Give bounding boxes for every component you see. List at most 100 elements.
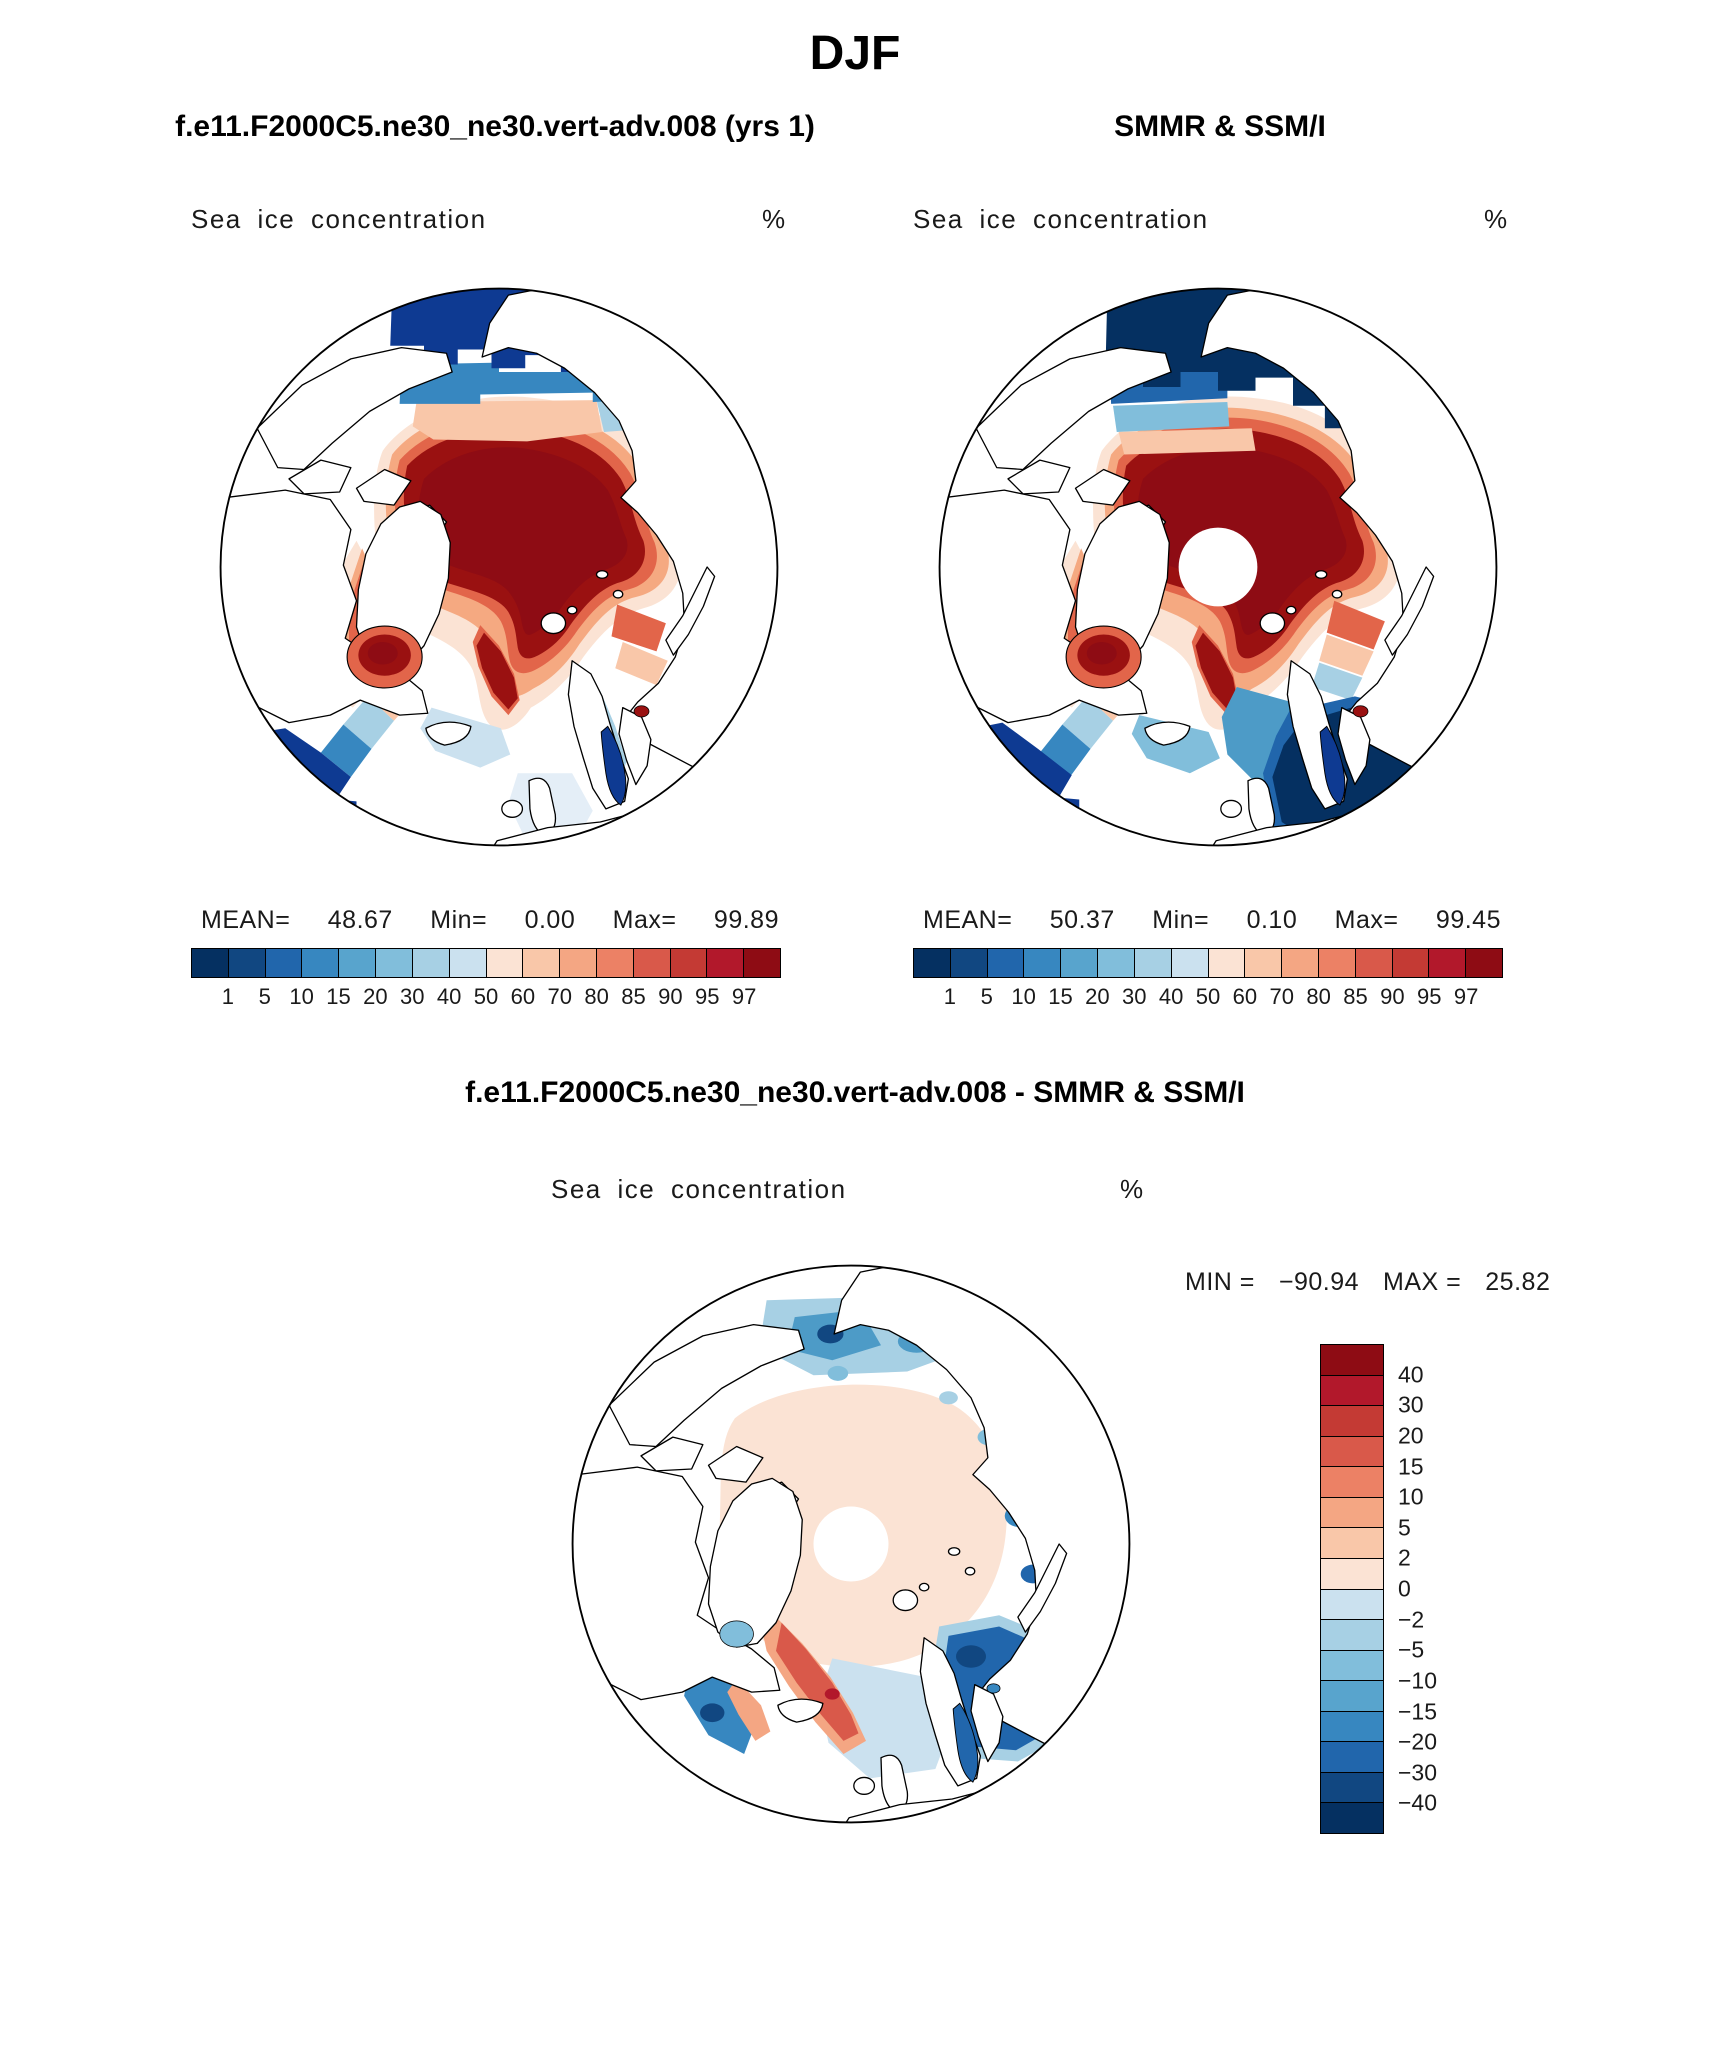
colorbar-tick-label: 10	[1011, 984, 1036, 1009]
model-title: f.e11.F2000C5.ne30_ne30.vert-adv.008 (yr…	[175, 110, 815, 143]
obs-max-value: 99.45	[1435, 906, 1501, 934]
colorbar-cell	[485, 949, 523, 977]
colorbar-tick-label: −20	[1398, 1728, 1438, 1755]
colorbar-tick-label: −40	[1398, 1789, 1438, 1816]
colorbar-tick-label: 15	[1398, 1453, 1424, 1479]
diff-colorbar-cells	[1320, 1344, 1384, 1834]
colorbar-cell	[1281, 949, 1318, 977]
colorbar-cell	[1321, 1649, 1383, 1681]
colorbar-tick-label: 90	[658, 984, 683, 1009]
diff-colorbar: 40 30 20 15 10 5 2 0 −2 −5 −10 −15 −20 −30 −40	[1320, 1344, 1437, 1834]
colorbar-cell	[1354, 949, 1392, 977]
diff-colorbar-ticks: 40 30 20 15 10 5 2 0 −2 −5 −10 −15 −20 −30 −40	[1398, 1344, 1478, 1834]
colorbar-cell	[595, 949, 633, 977]
diff-stats: MIN = −90.94 MAX = 25.82	[1185, 1268, 1550, 1297]
colorbar-tick-label: 10	[289, 984, 314, 1009]
colorbar-cell	[559, 949, 596, 977]
colorbar-cell	[1391, 949, 1429, 977]
colorbar-tick-label: 95	[1417, 984, 1442, 1009]
colorbar-cell	[1321, 1345, 1383, 1375]
colorbar-tick-label: 1	[221, 984, 234, 1009]
model-units-label: %	[762, 204, 786, 234]
obs-min-label: Min=	[1152, 906, 1210, 934]
colorbar-tick-label: 97	[731, 984, 757, 1009]
colorbar-cell	[264, 949, 302, 977]
model-field-label: Sea ice concentration	[191, 204, 487, 234]
colorbar-cell	[1321, 1557, 1383, 1589]
colorbar-cell	[706, 949, 744, 977]
colorbar-cell	[301, 949, 339, 977]
colorbar-cell	[1023, 949, 1061, 977]
colorbar-cell	[949, 949, 987, 977]
colorbar-tick-label: 70	[1269, 984, 1294, 1009]
colorbar-cell	[1321, 1802, 1383, 1833]
colorbar-tick-label: 60	[1232, 984, 1258, 1009]
colorbar-tick-label: 90	[1380, 984, 1405, 1009]
colorbar-tick-label: 85	[621, 984, 646, 1009]
colorbar-tick-label: 15	[1048, 984, 1073, 1009]
colorbar-tick-label: 40	[1158, 984, 1184, 1009]
colorbar-tick-label: 95	[695, 984, 720, 1009]
colorbar-cell	[411, 949, 449, 977]
colorbar-tick-label: 5	[1398, 1514, 1411, 1541]
colorbar-tick-label: −30	[1398, 1759, 1438, 1786]
colorbar-cell	[632, 949, 670, 977]
colorbar-cell	[1428, 949, 1466, 977]
diff-title: f.e11.F2000C5.ne30_ne30.vert-adv.008 - S…	[465, 1076, 1245, 1109]
colorbar-cell	[1321, 1741, 1383, 1772]
diff-max-value: 25.82	[1485, 1268, 1551, 1296]
colorbar-cell	[1170, 949, 1208, 977]
colorbar-cell	[1097, 949, 1134, 977]
season-title: DJF	[809, 27, 901, 80]
model-min-value: 0.00	[524, 906, 576, 934]
colorbar-tick-label: 60	[510, 984, 536, 1009]
model-colorbar: 1 5 10 15 20 30 40 50 60 70 80 85 90 95 97	[191, 948, 781, 1009]
obs-mean-value: 50.37	[1049, 906, 1115, 934]
colorbar-tick-label: 50	[473, 984, 499, 1009]
colorbar-cell	[669, 949, 707, 977]
colorbar-tick-label: 30	[400, 984, 425, 1009]
obs-units-label: %	[1484, 204, 1508, 234]
colorbar-cell	[1133, 949, 1171, 977]
colorbar-cell	[1321, 1710, 1383, 1742]
colorbar-tick-label: 80	[584, 984, 609, 1009]
colorbar-tick-label: 20	[1085, 984, 1110, 1009]
colorbar-cell	[227, 949, 265, 977]
model-max-value: 99.89	[713, 906, 779, 934]
colorbar-cell	[1317, 949, 1355, 977]
colorbar-tick-label: 10	[1398, 1483, 1424, 1510]
colorbar-cell	[1321, 1374, 1383, 1406]
colorbar-cell	[743, 949, 780, 977]
colorbar-cell	[338, 949, 376, 977]
model-stats: MEAN= 48.67 Min= 0.00 Max= 99.89	[201, 906, 779, 935]
colorbar-cell	[1321, 1771, 1383, 1803]
pole-hole	[1178, 527, 1258, 607]
obs-field-label: Sea ice concentration	[913, 204, 1209, 234]
colorbar-cell	[914, 949, 950, 977]
colorbar-cell	[986, 949, 1024, 977]
colorbar-tick-label: 30	[1398, 1391, 1424, 1418]
colorbar-tick-label: 40	[436, 984, 462, 1009]
colorbar-cell	[1321, 1435, 1383, 1467]
colorbar-cell	[1060, 949, 1098, 977]
colorbar-cell	[1321, 1680, 1383, 1711]
colorbar-cell	[1207, 949, 1245, 977]
obs-max-label: Max=	[1334, 906, 1399, 934]
obs-min-value: 0.10	[1246, 906, 1298, 934]
colorbar-tick-label: −2	[1398, 1606, 1425, 1633]
obs-map	[938, 287, 1498, 847]
colorbar-tick-label: −5	[1398, 1636, 1425, 1663]
colorbar-cell	[448, 949, 486, 977]
obs-colorbar-ticks: 1 5 10 15 20 30 40 50 60 70 80 85 90 95 97	[913, 984, 1503, 1010]
obs-colorbar-cells	[913, 948, 1503, 978]
colorbar-cell	[1321, 1619, 1383, 1650]
diff-map	[571, 1264, 1131, 1824]
colorbar-tick-label: 5	[980, 984, 993, 1009]
colorbar-cell	[192, 949, 228, 977]
colorbar-tick-label: 50	[1195, 984, 1221, 1009]
colorbar-tick-label: 0	[1398, 1575, 1411, 1602]
colorbar-tick-label: 70	[547, 984, 572, 1009]
colorbar-tick-label: 1	[943, 984, 956, 1009]
colorbar-cell	[1244, 949, 1282, 977]
